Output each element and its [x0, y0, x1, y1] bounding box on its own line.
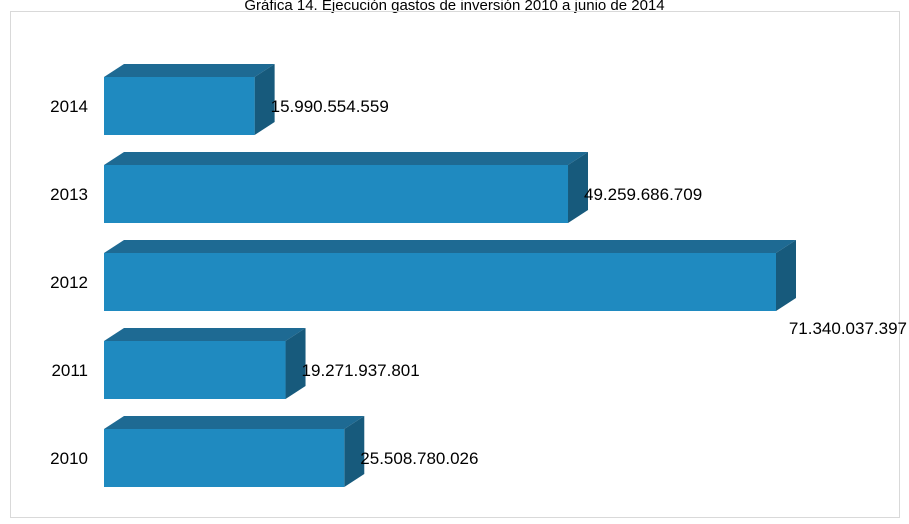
bar-front-face	[104, 77, 255, 135]
bar-front-face	[104, 253, 776, 311]
tick-label-2012: 2012	[50, 273, 88, 292]
tick-label-2011: 2011	[51, 361, 88, 380]
tick-label-2010: 2010	[50, 449, 88, 468]
data-label-2012: 71.340.037.397	[789, 319, 907, 338]
bar-top-face	[104, 240, 796, 253]
bar-front-face	[104, 429, 345, 487]
bar-2010	[104, 416, 365, 487]
tick-label-2013: 2013	[50, 185, 88, 204]
data-label-2014: 15.990.554.559	[271, 97, 389, 116]
bar-side-face	[344, 416, 365, 487]
chart-title: Gráfica 14. Ejecución gastos de inversió…	[244, 0, 665, 14]
bar-top-face	[104, 64, 275, 77]
bar-side-face	[568, 152, 589, 223]
bar-front-face	[104, 165, 569, 223]
bar-front-face	[104, 341, 286, 399]
data-label-2013: 49.259.686.709	[584, 185, 702, 204]
bar-top-face	[104, 328, 306, 341]
bar-top-face	[104, 152, 589, 165]
data-label-2011: 19.271.937.801	[302, 361, 420, 380]
bar-side-face	[285, 328, 306, 399]
bar-2012	[104, 240, 796, 311]
bar-2013	[104, 152, 589, 223]
bar-side-face	[254, 64, 275, 135]
bar-2011	[104, 328, 306, 399]
tick-label-2014: 2014	[50, 97, 88, 116]
data-label-2010: 25.508.780.026	[360, 449, 478, 468]
bar-top-face	[104, 416, 365, 429]
bar-2014	[104, 64, 275, 135]
bar-side-face	[776, 240, 796, 311]
chart-frame	[10, 11, 900, 518]
